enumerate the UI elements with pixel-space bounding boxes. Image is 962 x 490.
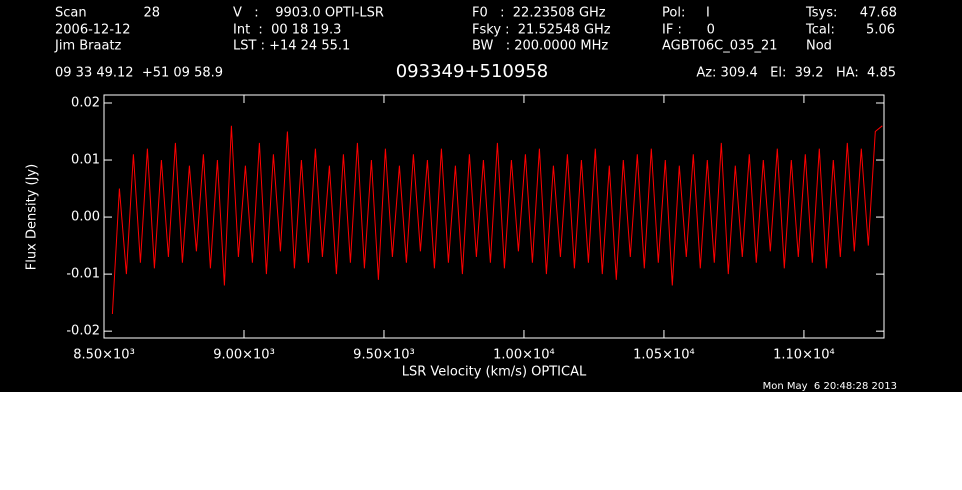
y-tick-label: 0.00 bbox=[71, 210, 100, 225]
header-text: 2006-12-12 bbox=[55, 23, 131, 38]
x-tick-label: 8.50×10³ bbox=[73, 348, 135, 363]
plot-frame bbox=[103, 94, 885, 339]
x-axis-label: LSR Velocity (km/s) OPTICAL bbox=[402, 365, 587, 380]
y-tick-label: 0.01 bbox=[71, 153, 100, 168]
header-text: F0 : 22.23508 GHz bbox=[472, 6, 606, 21]
header-text: Scan bbox=[55, 6, 87, 21]
header-text: Fsky : 21.52548 GHz bbox=[472, 23, 611, 38]
header-text: Tcal: bbox=[805, 23, 835, 38]
y-axis-label: Flux Density (Jy) bbox=[25, 164, 40, 270]
header-text: Jim Braatz bbox=[54, 39, 122, 54]
timestamp: Mon May 6 20:48:28 2013 bbox=[763, 381, 897, 392]
header-text: IF : 0 bbox=[662, 23, 715, 38]
source-name: 093349+510958 bbox=[396, 61, 549, 82]
x-tick-label: 1.05×10⁴ bbox=[633, 348, 695, 363]
header-text: Int : 00 18 19.3 bbox=[233, 23, 341, 38]
header-text: LST : +14 24 55.1 bbox=[233, 39, 350, 54]
y-tick-label: -0.01 bbox=[66, 267, 100, 282]
x-tick-label: 1.00×10⁴ bbox=[493, 348, 555, 363]
coordinates: 09 33 49.12 +51 09 58.9 bbox=[55, 66, 223, 81]
az-el-ha: Az: 309.4 El: 39.2 HA: 4.85 bbox=[696, 66, 896, 81]
header-text: 5.06 bbox=[866, 23, 895, 38]
header-text: AGBT06C_035_21 bbox=[662, 39, 778, 54]
header-text: BW : 200.0000 MHz bbox=[472, 39, 608, 54]
y-tick-label: 0.02 bbox=[71, 95, 100, 110]
y-tick-label: -0.02 bbox=[66, 324, 100, 339]
header-text: Pol: I bbox=[662, 6, 710, 21]
header-text: Tsys: bbox=[805, 6, 837, 21]
header-text: 47.68 bbox=[860, 6, 897, 21]
header-text: 28 bbox=[143, 6, 160, 21]
x-tick-label: 9.00×10³ bbox=[213, 348, 275, 363]
x-tick-label: 1.10×10⁴ bbox=[773, 348, 835, 363]
header-text: Nod bbox=[806, 39, 832, 54]
spectrum-line bbox=[111, 125, 883, 315]
x-tick-label: 9.50×10³ bbox=[353, 348, 415, 363]
header-text: V : 9903.0 OPTI-LSR bbox=[233, 6, 384, 21]
